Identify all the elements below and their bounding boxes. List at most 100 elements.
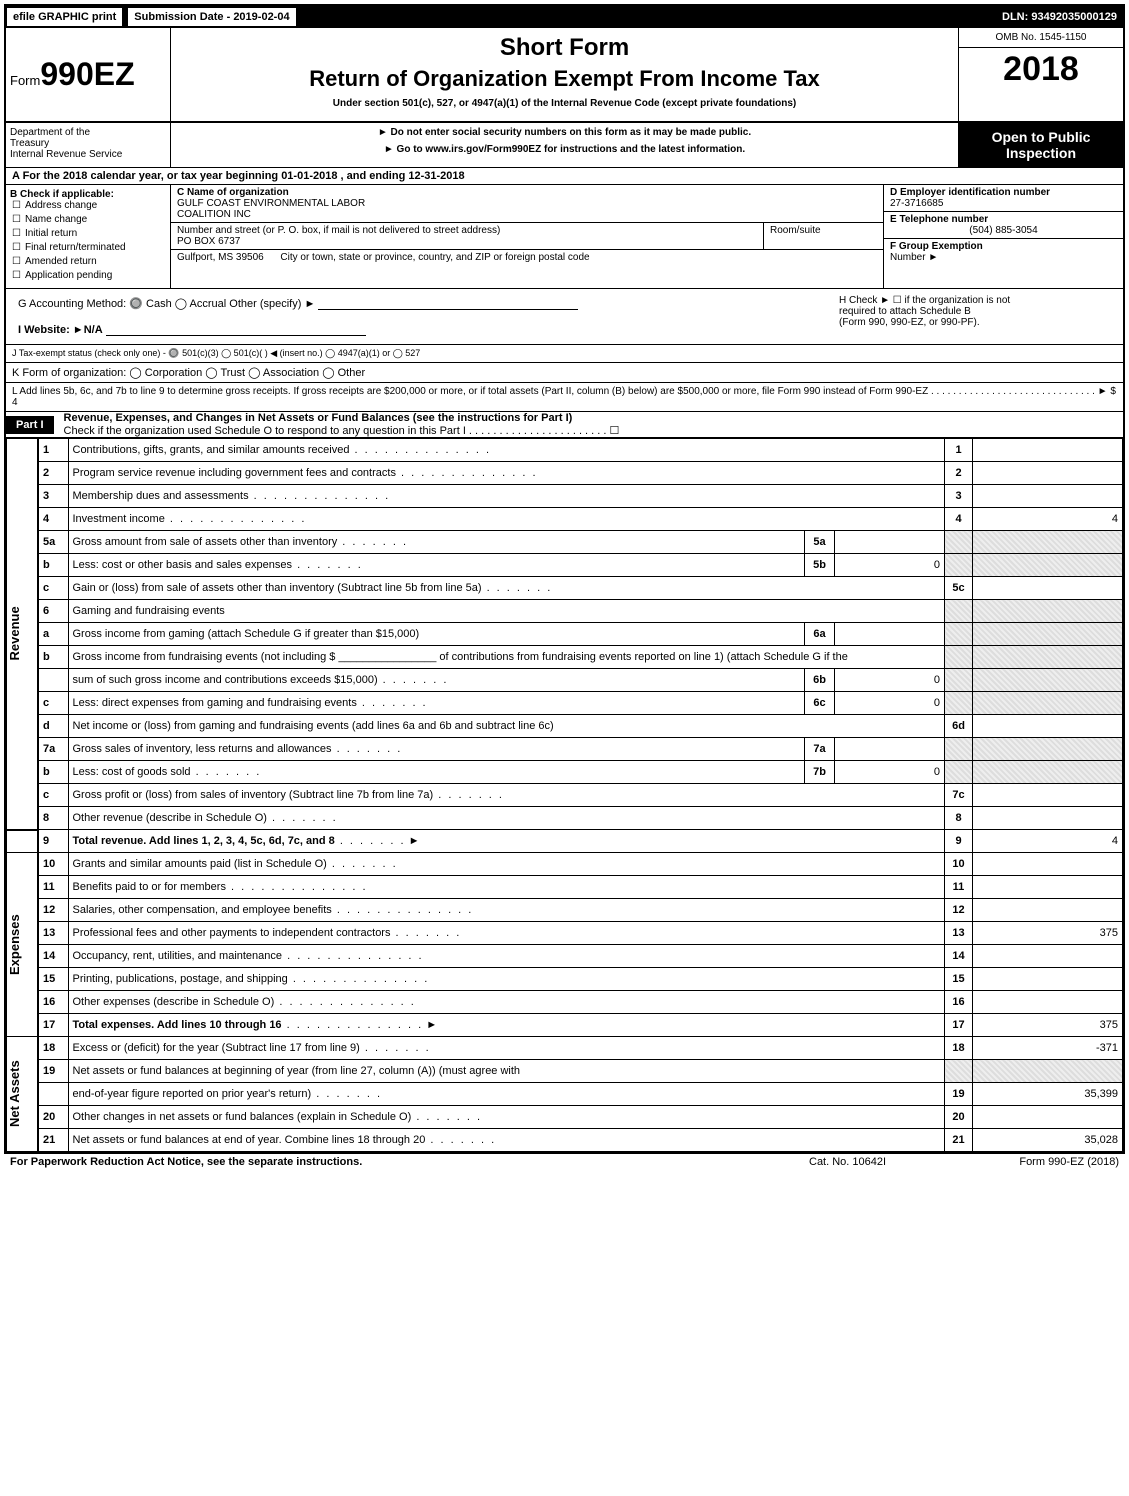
row-4-num: 4 [38, 508, 68, 531]
row-19b-rnum: 19 [945, 1083, 973, 1106]
accounting-other-input[interactable] [318, 309, 578, 310]
row-11-desc: Benefits paid to or for members [73, 881, 368, 893]
row-6b-desc: Gross income from fundraising events (no… [68, 646, 945, 669]
chk-application-pending[interactable]: Application pending [10, 270, 166, 281]
row-6a-mnum: 6a [805, 623, 835, 646]
section-c: C Name of organization GULF COAST ENVIRO… [171, 185, 883, 288]
row-7c-desc: Gross profit or (loss) from sales of inv… [73, 789, 504, 801]
row-2-rnum: 2 [945, 462, 973, 485]
form-container: efile GRAPHIC print Submission Date - 20… [4, 4, 1125, 1154]
row-12-num: 12 [38, 899, 68, 922]
org-name-2: COALITION INC [177, 209, 251, 220]
row-17-desc: Total expenses. Add lines 10 through 16 [73, 1019, 282, 1031]
dept-line2: Treasury [10, 138, 49, 149]
form-header: Form990EZ Short Form Return of Organizat… [6, 28, 1123, 123]
row-6c-shade2 [973, 692, 1123, 715]
dept-line1: Department of the [10, 127, 90, 138]
street-field-label: Number and street (or P. O. box, if mail… [177, 225, 500, 236]
row-14-rnum: 14 [945, 945, 973, 968]
row-18-val: -371 [973, 1037, 1123, 1060]
row-19-shade2 [973, 1060, 1123, 1083]
row-3-val [973, 485, 1123, 508]
row-12-rnum: 12 [945, 899, 973, 922]
ein-value: 27-3716685 [890, 198, 943, 209]
row-5c-rnum: 5c [945, 577, 973, 600]
omb-number: OMB No. 1545-1150 [959, 28, 1123, 48]
row-4-val: 4 [973, 508, 1123, 531]
row-21-num: 21 [38, 1129, 68, 1152]
chk-initial-return[interactable]: Initial return [10, 228, 166, 239]
line-l: L Add lines 5b, 6c, and 7b to line 9 to … [6, 383, 1123, 412]
row-1-desc: Contributions, gifts, grants, and simila… [73, 444, 492, 456]
dept-line3: Internal Revenue Service [10, 149, 122, 160]
city-label: City or town, state or province, country… [280, 252, 589, 263]
row-7a-num: 7a [38, 738, 68, 761]
row-6-shade2 [973, 600, 1123, 623]
row-20-rnum: 20 [945, 1106, 973, 1129]
row-5b-num: b [38, 554, 68, 577]
row-15-rnum: 15 [945, 968, 973, 991]
row-7a-desc: Gross sales of inventory, less returns a… [73, 743, 403, 755]
ssn-warning: ► Do not enter social security numbers o… [175, 127, 954, 138]
website-input[interactable] [106, 335, 366, 336]
row-19-num: 19 [38, 1060, 68, 1083]
row-6b2-shade [945, 669, 973, 692]
row-2-val [973, 462, 1123, 485]
row-16-desc: Other expenses (describe in Schedule O) [73, 996, 416, 1008]
row-7a-shade [945, 738, 973, 761]
row-1-num: 1 [38, 439, 68, 462]
row-13-desc: Professional fees and other payments to … [73, 927, 462, 939]
line-h-1: H Check ► ☐ if the organization is not [839, 295, 1117, 306]
row-2-num: 2 [38, 462, 68, 485]
row-7b-mnum: 7b [805, 761, 835, 784]
dept-info: Department of the Treasury Internal Reve… [6, 123, 171, 167]
efile-print-button[interactable]: efile GRAPHIC print [6, 7, 123, 27]
netassets-section-label: Net Assets [7, 1037, 39, 1152]
row-7c-rnum: 7c [945, 784, 973, 807]
row-3-rnum: 3 [945, 485, 973, 508]
chk-name-change[interactable]: Name change [10, 214, 166, 225]
gh-row: G Accounting Method: 🔘 Cash ◯ Accrual Ot… [6, 289, 1123, 345]
dept-row: Department of the Treasury Internal Reve… [6, 123, 1123, 168]
row-19-shade [945, 1060, 973, 1083]
row-5a-shade [945, 531, 973, 554]
row-6b-shade2 [973, 646, 1123, 669]
section-b-header: B Check if applicable: [10, 189, 166, 200]
line-j: J Tax-exempt status (check only one) - 🔘… [6, 345, 1123, 363]
chk-address-change[interactable]: Address change [10, 200, 166, 211]
row-10-num: 10 [38, 853, 68, 876]
row-18-num: 18 [38, 1037, 68, 1060]
open-inspection-box: Open to Public Inspection [958, 123, 1123, 167]
row-5b-desc: Less: cost or other basis and sales expe… [73, 559, 363, 571]
row-19b-desc: end-of-year figure reported on prior yea… [73, 1088, 383, 1100]
row-10-val [973, 853, 1123, 876]
row-6d-val [973, 715, 1123, 738]
form-title-block: Short Form Return of Organization Exempt… [171, 28, 958, 121]
section-def: D Employer identification number 27-3716… [883, 185, 1123, 288]
row-9-num: 9 [38, 830, 68, 853]
top-bar: efile GRAPHIC print Submission Date - 20… [6, 6, 1123, 28]
row-8-rnum: 8 [945, 807, 973, 830]
section-b: B Check if applicable: Address change Na… [6, 185, 171, 288]
row-4-desc: Investment income [73, 513, 307, 525]
row-15-num: 15 [38, 968, 68, 991]
row-7a-shade2 [973, 738, 1123, 761]
f-label2: Number ► [890, 252, 938, 263]
row-14-val [973, 945, 1123, 968]
goto-link[interactable]: ► Go to www.irs.gov/Form990EZ for instru… [384, 144, 745, 155]
chk-amended-return[interactable]: Amended return [10, 256, 166, 267]
row-13-num: 13 [38, 922, 68, 945]
row-19b-val: 35,399 [973, 1083, 1123, 1106]
c-label: C Name of organization [177, 187, 289, 198]
row-6c-shade [945, 692, 973, 715]
row-6d-desc: Net income or (loss) from gaming and fun… [68, 715, 945, 738]
form-prefix: Form [10, 73, 40, 88]
row-5a-shade2 [973, 531, 1123, 554]
room-suite-label: Room/suite [763, 223, 883, 249]
row-15-val [973, 968, 1123, 991]
row-6c-desc: Less: direct expenses from gaming and fu… [73, 697, 428, 709]
d-label: D Employer identification number [890, 187, 1050, 198]
chk-final-return[interactable]: Final return/terminated [10, 242, 166, 253]
expenses-section-label: Expenses [7, 853, 39, 1037]
row-6a-shade [945, 623, 973, 646]
